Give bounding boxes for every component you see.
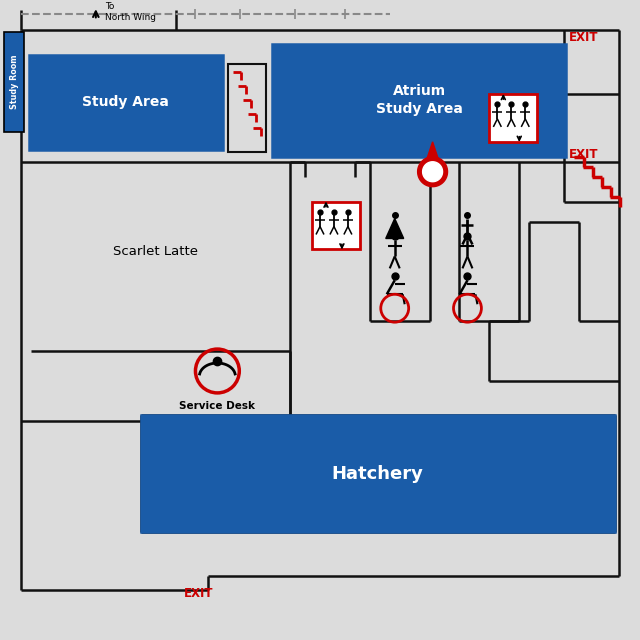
Text: Study Room: Study Room [10, 55, 19, 109]
Bar [228, 64, 266, 152]
Text: Hatchery: Hatchery [332, 465, 424, 483]
Text: EXIT: EXIT [569, 148, 598, 161]
Text: Atrium
Study Area: Atrium Study Area [376, 84, 463, 116]
Bar [272, 44, 566, 157]
Text: Scarlet Latte: Scarlet Latte [113, 245, 198, 258]
Text: To
North Wing: To North Wing [105, 3, 156, 22]
Text: Service Desk: Service Desk [179, 401, 255, 411]
Bar [312, 202, 360, 250]
Text: EXIT: EXIT [184, 587, 213, 600]
Polygon shape [422, 162, 442, 182]
Polygon shape [427, 142, 438, 160]
Text: Study Area: Study Area [83, 95, 169, 109]
Bar [490, 94, 537, 142]
Polygon shape [386, 218, 404, 239]
Text: EXIT: EXIT [569, 31, 598, 44]
Bar [141, 415, 615, 532]
Bar [29, 55, 223, 150]
Bar [4, 32, 24, 132]
Polygon shape [418, 157, 447, 187]
